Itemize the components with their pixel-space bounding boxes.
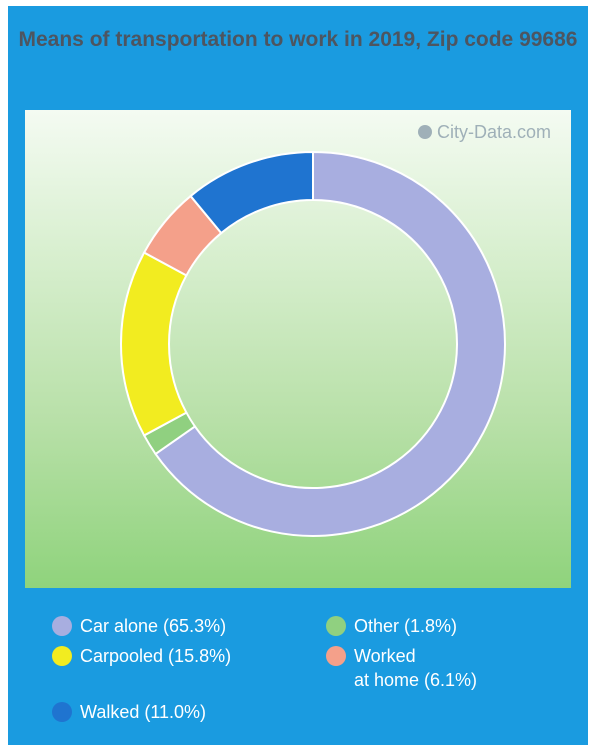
legend-item-car-alone: Car alone (65.3%) [52,614,226,638]
legend-item-other: Other (1.8%) [326,614,457,638]
legend-swatch-car-alone [52,616,72,636]
donut-slice-car-alone [154,150,506,537]
legend-item-worked-at-home: Worked at home (6.1%) [326,644,477,692]
legend-swatch-carpooled [52,646,72,666]
legend-label-worked-at-home: Worked at home (6.1%) [354,644,477,692]
plot-area: City-Data.com [25,110,571,588]
legend-label-carpooled: Carpooled (15.8%) [80,646,232,666]
legend-swatch-other [326,616,346,636]
legend-item-walked: Walked (11.0%) [52,700,206,724]
chart-card: Means of transportation to work in 2019,… [8,6,588,745]
legend-label-car-alone: Car alone (65.3%) [80,616,227,636]
donut-slice-carpooled [120,251,188,437]
legend-label-walked: Walked (11.0%) [80,702,207,722]
donut-chart [120,150,506,537]
city-data-logo-icon [417,125,432,139]
legend-item-carpooled: Carpooled (15.8%) [52,644,231,668]
watermark-text: City-Data.com [436,122,551,142]
legend-label-worked-line2: at home (6.1%) [354,670,478,690]
legend-swatch-worked-at-home [326,646,346,666]
legend-label-worked-line1: Worked [354,646,416,666]
chart-title: Means of transportation to work in 2019,… [18,28,578,51]
donut-slice-walked [189,150,314,235]
watermark: City-Data.com [417,122,551,143]
legend-label-other: Other (1.8%) [354,616,458,636]
legend-swatch-walked [52,702,72,722]
